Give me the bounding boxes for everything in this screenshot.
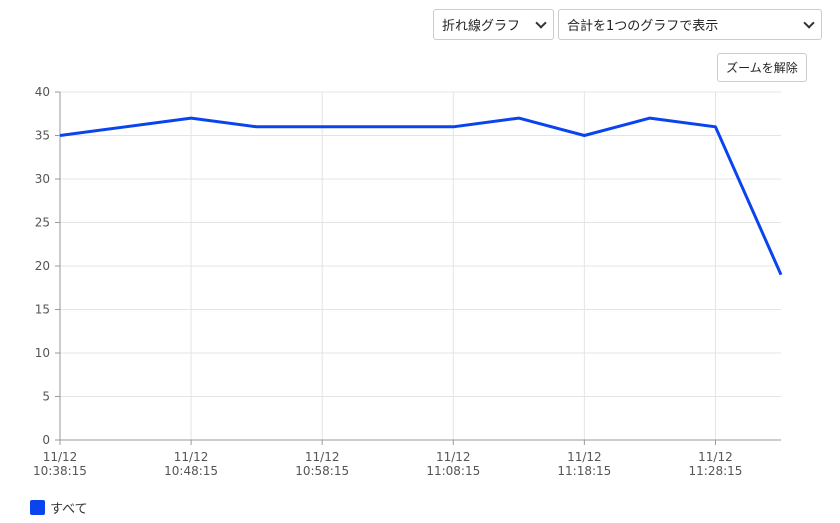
- y-tick-label: 5: [42, 390, 50, 404]
- y-tick-label: 30: [35, 172, 50, 186]
- y-tick-label: 35: [35, 129, 50, 143]
- y-tick-label: 20: [35, 259, 50, 273]
- x-tick-label-line: 11/12: [436, 450, 471, 464]
- line: [59, 116, 783, 276]
- x-tick-label-line: 11:18:15: [557, 464, 611, 478]
- x-tick-label: 11/12 11:28:15: [689, 450, 743, 478]
- x-tick-label: 11/12 10:48:15: [164, 450, 218, 478]
- x-tick-label-line: 11/12: [174, 450, 209, 464]
- x-tick-label-line: 10:38:15: [33, 464, 87, 478]
- x-tick-label: 11/12 11:08:15: [426, 450, 480, 478]
- x-tick-label: 11/12 11:18:15: [557, 450, 611, 478]
- chart-type-select[interactable]: 折れ線グラフ: [433, 9, 554, 40]
- button-text: ズームを解除: [726, 61, 798, 75]
- x-tick-label: 11/12 10:38:15: [33, 450, 87, 478]
- x-tick-label-line: 11:28:15: [689, 464, 743, 478]
- x-tick-label-line: 11/12: [43, 450, 78, 464]
- y-tick-label: 0: [42, 433, 50, 447]
- x-tick-label-line: 10:48:15: [164, 464, 218, 478]
- y-tick-label: 15: [35, 303, 50, 317]
- x-tick-label-line: 11/12: [305, 450, 340, 464]
- select-text: 折れ線グラフ: [442, 19, 521, 34]
- x-tick-label-line: 10:58:15: [295, 464, 349, 478]
- x-tick-label-line: 11:08:15: [426, 464, 480, 478]
- reset-zoom-button[interactable]: ズームを解除: [717, 53, 807, 82]
- x-tick-label-line: 11/12: [698, 450, 733, 464]
- select-text: 合計を1つのグラフで表示: [567, 19, 719, 34]
- y-tick-label: 25: [35, 216, 50, 230]
- x-tick-label: 11/12 10:58:15: [295, 450, 349, 478]
- legend-label: すべて: [50, 502, 88, 517]
- y-tick-label: 40: [35, 85, 50, 99]
- legend-swatch: [30, 500, 45, 515]
- x-tick-label-line: 11/12: [567, 450, 602, 464]
- display-mode-select[interactable]: 合計を1つのグラフで表示: [558, 9, 822, 40]
- y-tick-label: 10: [35, 346, 50, 360]
